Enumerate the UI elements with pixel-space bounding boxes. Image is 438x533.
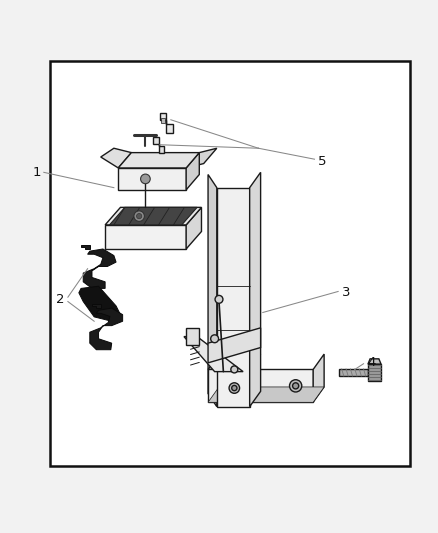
Polygon shape [101,148,131,168]
Circle shape [232,385,237,391]
Polygon shape [313,354,324,402]
Polygon shape [50,61,410,466]
Circle shape [229,383,240,393]
Polygon shape [208,387,324,402]
Text: 4: 4 [367,357,376,369]
Polygon shape [368,359,381,364]
Circle shape [134,211,145,221]
Polygon shape [81,245,90,249]
Polygon shape [208,369,313,402]
Text: 2: 2 [56,293,65,306]
Circle shape [290,379,302,392]
Polygon shape [105,225,186,249]
Polygon shape [368,364,381,381]
Circle shape [215,295,223,303]
Polygon shape [160,113,173,133]
Polygon shape [105,207,201,225]
Circle shape [137,214,142,219]
Polygon shape [186,152,199,190]
Polygon shape [83,249,116,288]
Polygon shape [161,118,165,123]
Text: 1: 1 [33,166,42,179]
Polygon shape [208,174,217,407]
Polygon shape [118,168,186,190]
Polygon shape [184,336,243,372]
Circle shape [141,174,150,184]
Polygon shape [208,328,261,363]
Polygon shape [110,207,197,225]
Polygon shape [208,354,261,369]
Text: 5: 5 [318,155,326,168]
Polygon shape [186,207,201,249]
Text: 3: 3 [342,286,350,300]
Polygon shape [250,172,261,407]
Polygon shape [153,138,164,152]
Circle shape [293,383,299,389]
Polygon shape [118,152,199,168]
Polygon shape [92,304,101,308]
Polygon shape [186,328,199,345]
Circle shape [231,366,238,373]
Polygon shape [79,286,120,321]
Polygon shape [90,308,123,350]
Polygon shape [339,369,368,376]
Circle shape [211,335,219,343]
Polygon shape [217,188,250,407]
Polygon shape [186,148,217,168]
